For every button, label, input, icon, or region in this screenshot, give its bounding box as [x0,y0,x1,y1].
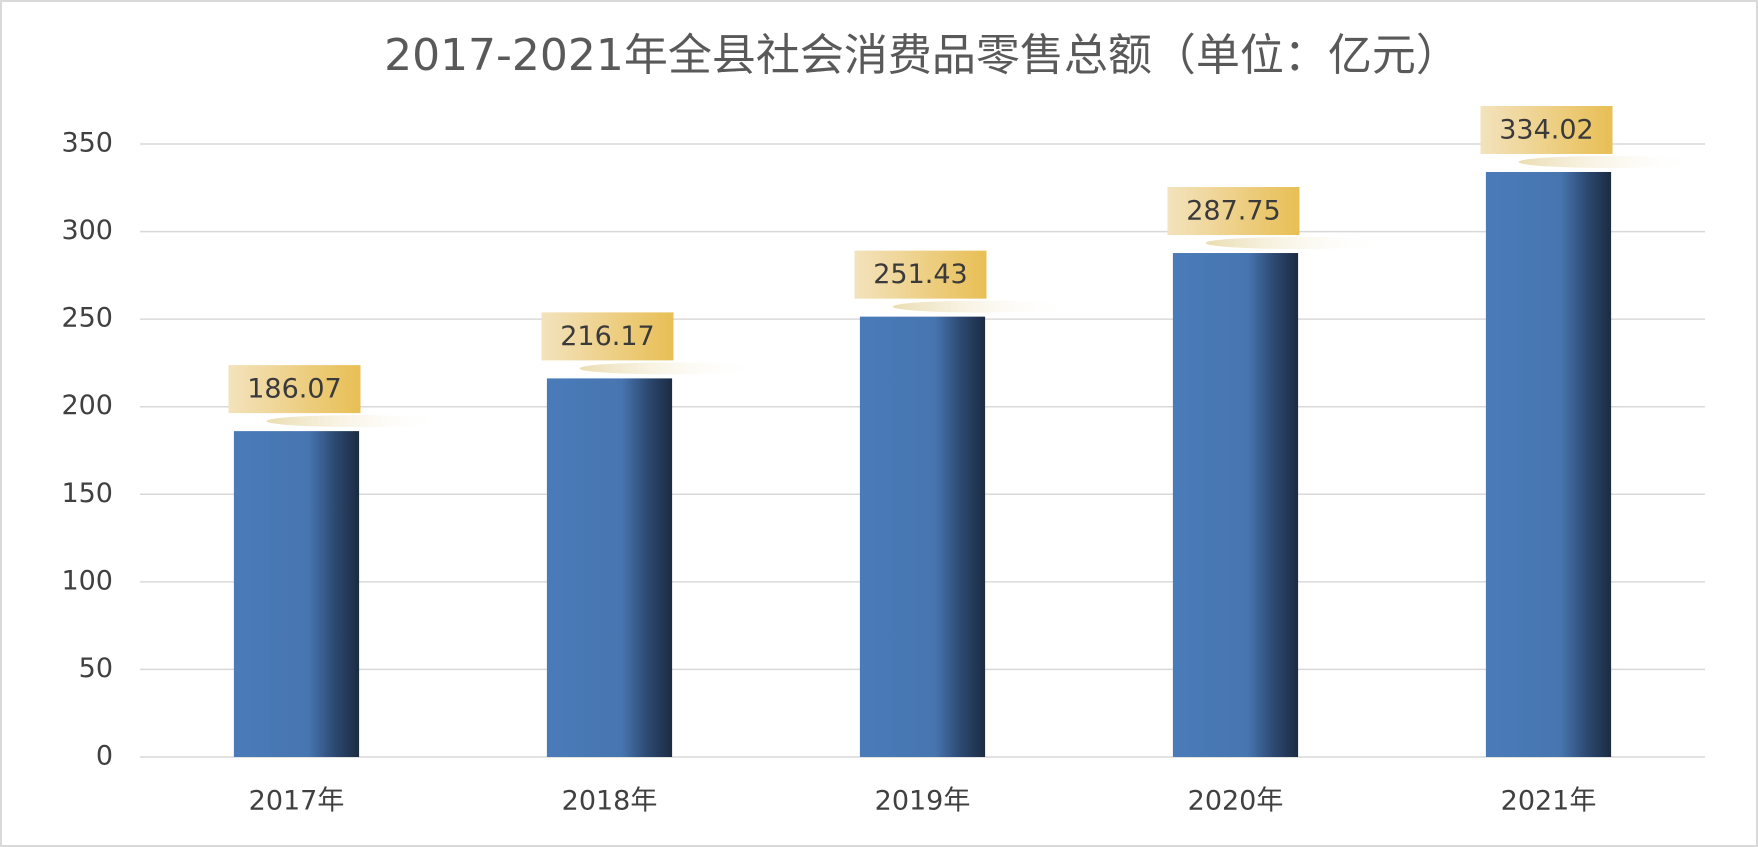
data-label: 186.07 [247,374,341,405]
y-tick-label: 0 [96,741,113,772]
data-label-bg [228,365,361,414]
y-tick-label: 100 [61,565,113,596]
x-tick-label: 2020年 [1188,786,1284,817]
data-label: 216.17 [560,321,654,352]
y-tick-label: 250 [61,303,113,334]
y-tick-label: 350 [61,128,113,159]
data-label-bg [1167,187,1300,236]
x-tick-label: 2019年 [875,786,971,817]
data-label-bg [541,312,674,361]
bar [233,431,360,757]
label-glow [1518,155,1699,168]
x-tick-label: 2017年 [249,786,345,817]
x-tick-label: 2018年 [562,786,658,817]
label-glow [892,300,1073,313]
y-tick-label: 50 [79,653,113,684]
data-label-bg [854,250,987,299]
y-tick-label: 300 [61,215,113,246]
y-tick-label: 200 [61,390,113,421]
data-label: 334.02 [1499,114,1593,145]
data-label: 287.75 [1186,196,1280,227]
bar [1172,253,1299,757]
bar [859,316,986,757]
x-tick-label: 2021年 [1501,786,1597,817]
bar [546,378,673,757]
label-glow [266,415,447,428]
y-tick-label: 150 [61,478,113,509]
label-glow [1205,237,1386,250]
chart-title: 2017-2021年全县社会消费品零售总额（单位：亿元） [384,30,1460,81]
label-glow [579,362,760,375]
data-label: 251.43 [873,259,967,290]
bar [1485,171,1612,758]
data-label-bg [1480,105,1613,154]
